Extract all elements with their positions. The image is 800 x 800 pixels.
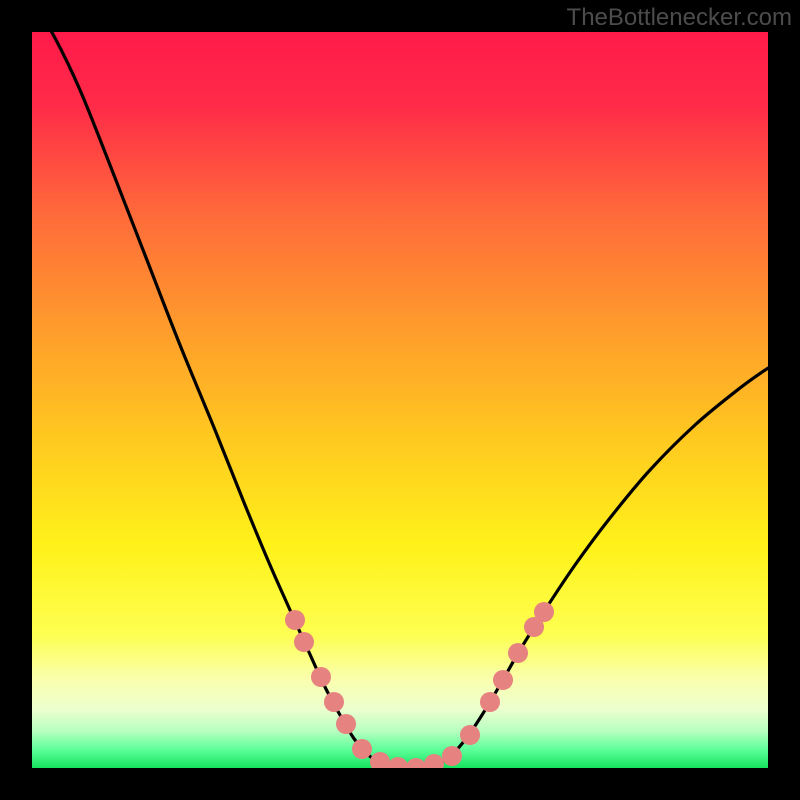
plot-background: [32, 32, 768, 768]
curve-marker: [480, 692, 500, 712]
curve-marker: [442, 746, 462, 766]
curve-marker: [324, 692, 344, 712]
curve-marker: [294, 632, 314, 652]
curve-marker: [534, 602, 554, 622]
bottleneck-chart: [0, 0, 800, 800]
chart-root: TheBottlenecker.com: [0, 0, 800, 800]
curve-marker: [352, 739, 372, 759]
curve-marker: [493, 670, 513, 690]
curve-marker: [336, 714, 356, 734]
curve-marker: [311, 667, 331, 687]
curve-marker: [285, 610, 305, 630]
curve-marker: [460, 725, 480, 745]
curve-marker: [508, 643, 528, 663]
